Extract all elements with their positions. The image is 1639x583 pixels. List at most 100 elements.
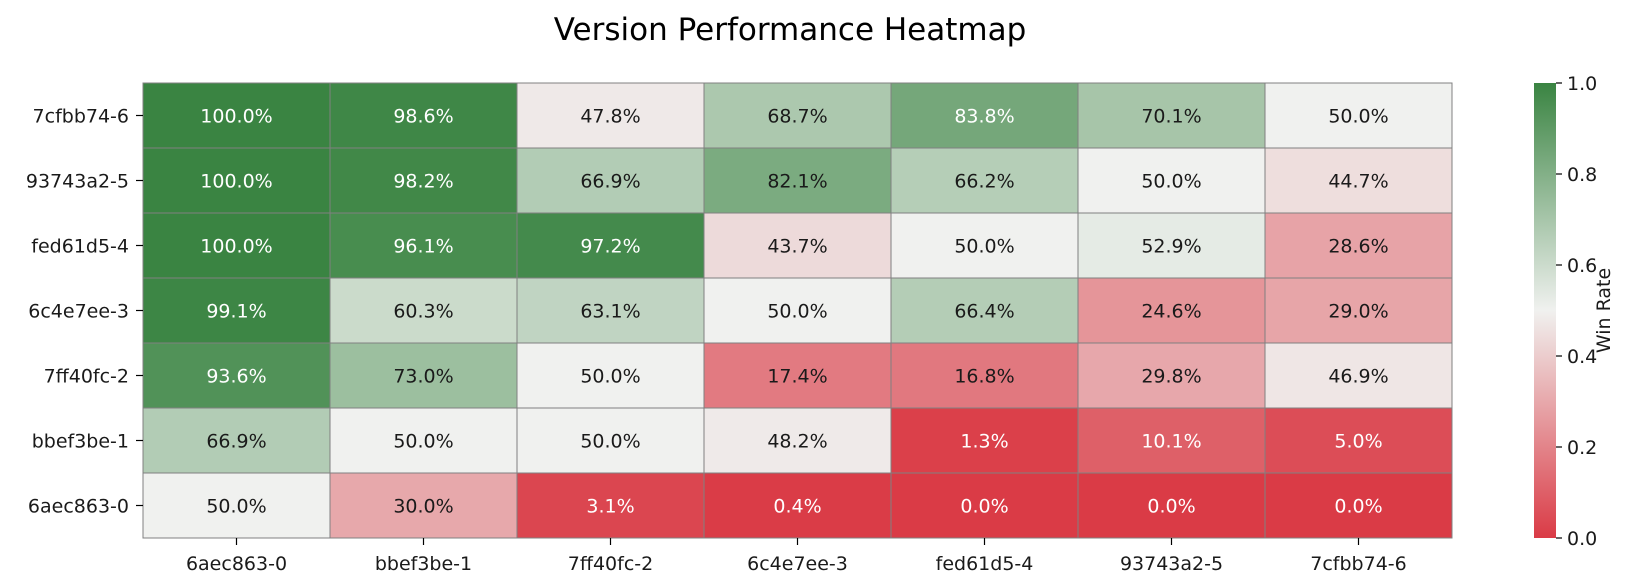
cell-value-label: 68.7% [767, 106, 827, 128]
heatmap-cell [1264, 147, 1453, 214]
heatmap-cell [1077, 212, 1266, 279]
heatmap-cell [516, 342, 705, 409]
colorbar-tick-label: 0.0 [1567, 528, 1597, 550]
heatmap-cell [890, 472, 1079, 539]
heatmap-cell [516, 472, 705, 539]
colorbar-label: Win Rate [1593, 268, 1615, 353]
heatmap-cell [142, 82, 331, 149]
cell-value-label: 29.8% [1141, 366, 1201, 388]
cell-value-label: 100.0% [200, 236, 272, 258]
cell-value-label: 0.0% [1334, 496, 1382, 518]
colorbar-tick-label: 0.2 [1567, 437, 1597, 459]
heatmap-cell [142, 472, 331, 539]
heatmap-cell [1077, 472, 1266, 539]
chart-title: Version Performance Heatmap [554, 12, 1027, 48]
heatmap-cell [703, 82, 892, 149]
y-tick-label: 93743a2-5 [26, 171, 129, 193]
cell-value-label: 50.0% [954, 236, 1014, 258]
heatmap-cell [890, 212, 1079, 279]
heatmap-cell [703, 277, 892, 344]
cell-value-label: 29.0% [1328, 301, 1388, 323]
cell-value-label: 99.1% [206, 301, 266, 323]
colorbar: 0.0 0.2 0.4 0.6 0.8 1.0 Win Rate [1534, 73, 1615, 550]
cell-value-label: 93.6% [206, 366, 266, 388]
cell-value-label: 50.0% [393, 431, 453, 453]
x-tick-label: 93743a2-5 [1120, 553, 1223, 575]
heatmap-cell [1264, 407, 1453, 474]
cell-value-label: 100.0% [200, 171, 272, 193]
colorbar-tick-label: 0.8 [1567, 164, 1597, 186]
cell-value-label: 63.1% [580, 301, 640, 323]
cell-value-label: 66.2% [954, 171, 1014, 193]
heatmap-cell [1077, 82, 1266, 149]
heatmap-cell [329, 82, 518, 149]
heatmap-cell [329, 277, 518, 344]
colorbar-tick-label: 0.4 [1567, 346, 1597, 368]
heatmap-cell [1077, 277, 1266, 344]
cell-value-label: 50.0% [1141, 171, 1201, 193]
heatmap-cell [1264, 212, 1453, 279]
heatmap-cell [1264, 472, 1453, 539]
heatmap-cell [516, 407, 705, 474]
y-tick-label: bbef3be-1 [32, 431, 129, 453]
cell-value-label: 83.8% [954, 106, 1014, 128]
colorbar-tick-label: 0.6 [1567, 255, 1597, 277]
heatmap-cell [1264, 342, 1453, 409]
cell-value-label: 50.0% [767, 301, 827, 323]
heatmap-cell [703, 212, 892, 279]
heatmap-cell [142, 407, 331, 474]
x-tick-label: 7ff40fc-2 [568, 553, 653, 575]
cell-value-label: 70.1% [1141, 106, 1201, 128]
colorbar-tick-label: 1.0 [1567, 73, 1597, 95]
x-tick-label: fed61d5-4 [936, 553, 1034, 575]
cell-value-label: 0.0% [960, 496, 1008, 518]
cell-value-label: 50.0% [580, 366, 640, 388]
cell-value-label: 0.4% [773, 496, 821, 518]
colorbar-gradient [1534, 83, 1556, 538]
y-axis: 7cfbb74-6 93743a2-5 fed61d5-4 6c4e7ee-3 7ff4… [26, 106, 143, 518]
heatmap-cell [516, 212, 705, 279]
cell-value-label: 43.7% [767, 236, 827, 258]
cell-value-label: 5.0% [1334, 431, 1382, 453]
heatmap-cells: 100.0% 98.6% 47.8% 68.7% 83.8% 70.1% 50.0% 100.… [142, 82, 1453, 539]
heatmap-cell [703, 472, 892, 539]
y-tick-label: 6c4e7ee-3 [28, 301, 129, 323]
y-tick-label: fed61d5-4 [31, 236, 129, 258]
x-tick-label: 6aec863-0 [186, 553, 287, 575]
y-tick-label: 7cfbb74-6 [33, 106, 129, 128]
cell-value-label: 50.0% [580, 431, 640, 453]
cell-value-label: 46.9% [1328, 366, 1388, 388]
cell-value-label: 96.1% [393, 236, 453, 258]
cell-value-label: 17.4% [767, 366, 827, 388]
cell-value-label: 10.1% [1141, 431, 1201, 453]
x-tick-label: bbef3be-1 [375, 553, 472, 575]
cell-value-label: 98.6% [393, 106, 453, 128]
cell-value-label: 97.2% [580, 236, 640, 258]
heatmap-cell [329, 212, 518, 279]
cell-value-label: 48.2% [767, 431, 827, 453]
heatmap-cell [890, 407, 1079, 474]
cell-value-label: 24.6% [1141, 301, 1201, 323]
cell-value-label: 60.3% [393, 301, 453, 323]
cell-value-label: 52.9% [1141, 236, 1201, 258]
cell-value-label: 50.0% [206, 496, 266, 518]
cell-value-label: 98.2% [393, 171, 453, 193]
cell-value-label: 28.6% [1328, 236, 1388, 258]
heatmap-cell [890, 82, 1079, 149]
cell-value-label: 3.1% [586, 496, 634, 518]
heatmap-cell [890, 147, 1079, 214]
heatmap-cell [703, 407, 892, 474]
cell-value-label: 16.8% [954, 366, 1014, 388]
heatmap-cell [516, 82, 705, 149]
heatmap-cell [142, 212, 331, 279]
heatmap-cell [329, 407, 518, 474]
cell-value-label: 66.4% [954, 301, 1014, 323]
x-tick-label: 7cfbb74-6 [1310, 553, 1406, 575]
heatmap-cell [1077, 147, 1266, 214]
cell-value-label: 66.9% [206, 431, 266, 453]
y-tick-label: 7ff40fc-2 [44, 366, 129, 388]
heatmap-cell [1264, 277, 1453, 344]
cell-value-label: 0.0% [1147, 496, 1195, 518]
heatmap-cell [142, 277, 331, 344]
